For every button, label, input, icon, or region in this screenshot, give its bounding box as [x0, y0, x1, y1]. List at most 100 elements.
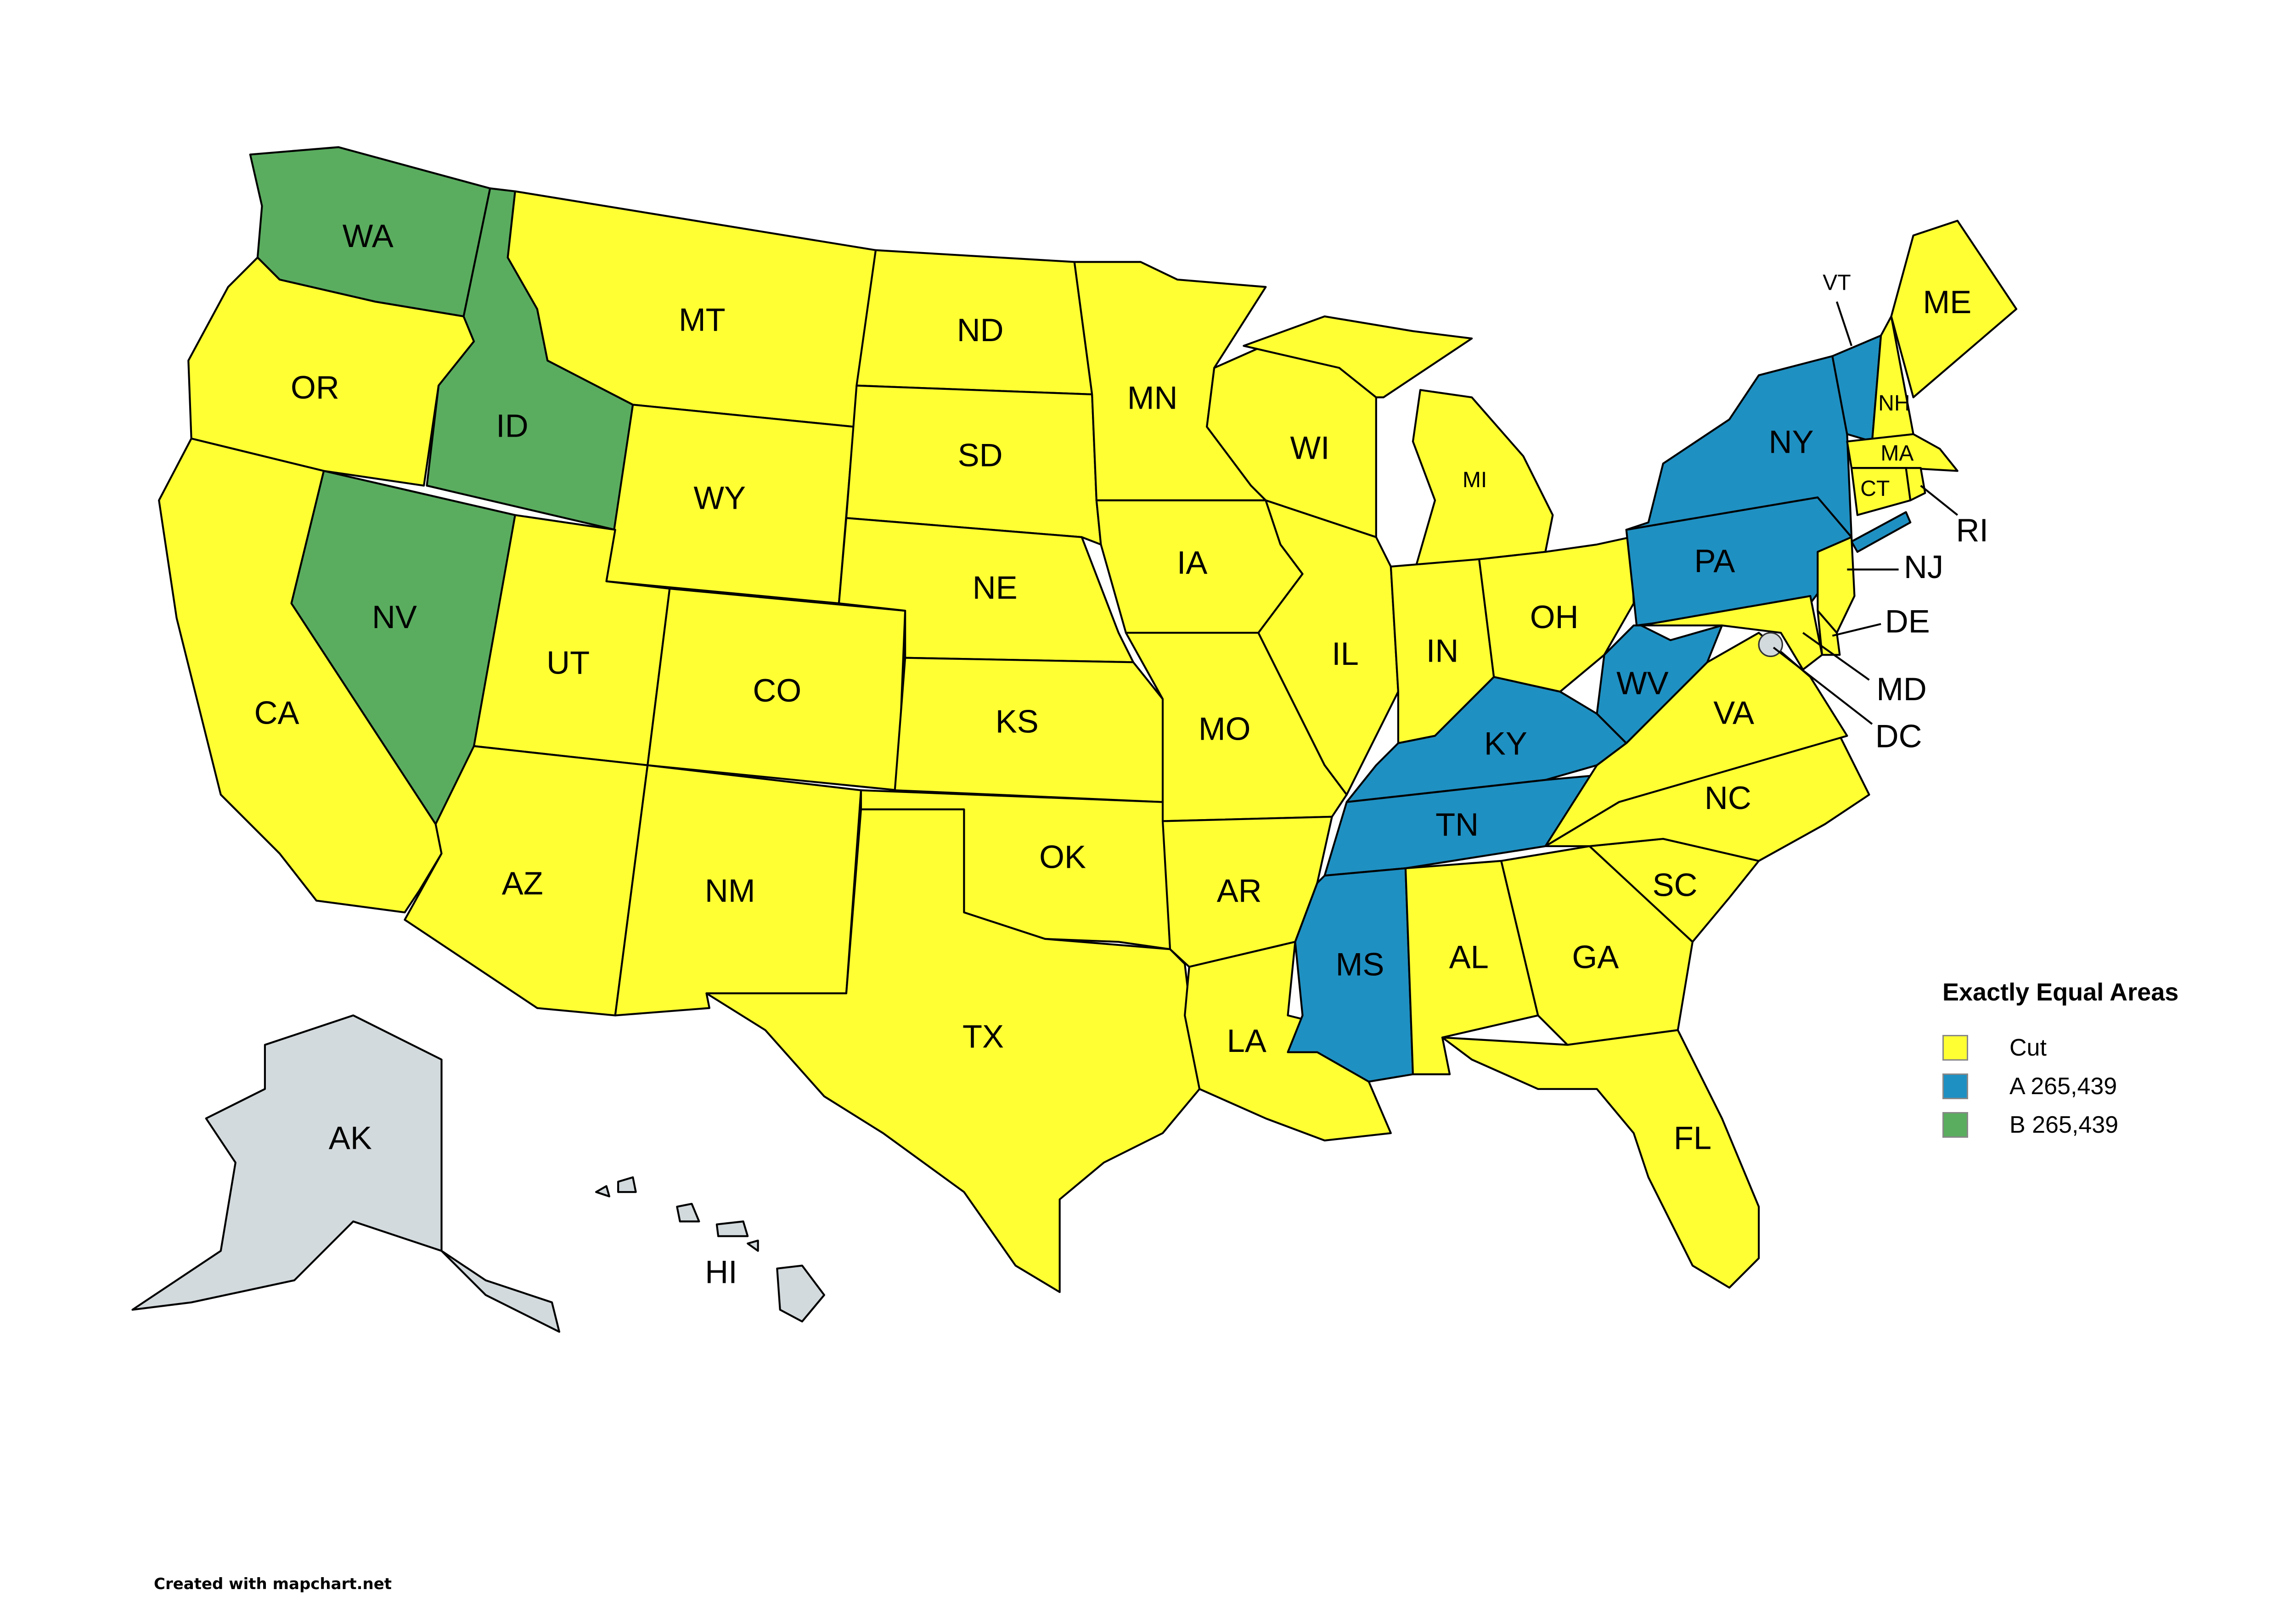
state-wi[interactable]: WI — [1206, 337, 1377, 538]
state-mn[interactable]: MN — [1073, 261, 1267, 501]
legend-swatch — [1942, 1112, 1968, 1138]
state-or[interactable]: OR — [187, 256, 475, 487]
state-label: WI — [1290, 429, 1329, 466]
state-shape[interactable] — [776, 1264, 825, 1323]
state-label: CA — [254, 694, 299, 730]
state-label: SD — [958, 437, 1003, 473]
state-label: NJ — [1904, 549, 1943, 585]
state-me[interactable]: ME — [1890, 219, 2018, 399]
state-label: DC — [1875, 718, 1922, 754]
state-shape[interactable] — [1850, 511, 1912, 553]
state-ct[interactable]: CT — [1850, 467, 1912, 516]
state-shape[interactable] — [617, 1176, 637, 1193]
legend-item-cut: Cut — [1942, 1028, 2178, 1067]
legend-swatch — [1942, 1073, 1968, 1099]
state-fl[interactable]: FL — [1441, 1029, 1760, 1289]
state-label: ND — [957, 312, 1004, 348]
state-label: IA — [1177, 544, 1208, 580]
state-shape[interactable] — [1184, 941, 1392, 1142]
state-shape[interactable] — [1596, 624, 1723, 744]
state-label: HI — [705, 1253, 737, 1290]
state-label: NE — [973, 569, 1018, 606]
legend-label: A 265,439 — [2009, 1073, 2117, 1100]
state-mi[interactable]: MI — [1243, 315, 1554, 568]
legend: Exactly Equal Areas Cut A 265,439 B 265,… — [1942, 978, 2178, 1144]
state-shape[interactable] — [187, 256, 475, 487]
state-shape[interactable] — [715, 1220, 749, 1237]
label-leader-line — [1920, 485, 1958, 516]
state-label: IN — [1426, 633, 1459, 669]
state-label: MO — [1199, 711, 1251, 747]
label-leader-line — [1832, 623, 1881, 637]
state-ri[interactable]: RI — [1905, 467, 1989, 548]
state-shape[interactable] — [1890, 219, 2018, 399]
state-shape[interactable] — [705, 808, 1201, 1293]
state-shape[interactable] — [1257, 499, 1399, 796]
state-label: WV — [1616, 665, 1669, 701]
state-label: NH — [1878, 391, 1910, 416]
state-label: FL — [1674, 1120, 1711, 1156]
state-ar[interactable]: AR — [1161, 815, 1333, 968]
state-shape[interactable] — [1905, 467, 1926, 501]
state-tx[interactable]: TX — [705, 808, 1201, 1293]
state-label: CT — [1860, 476, 1890, 501]
state-label: OK — [1039, 838, 1086, 875]
state-nv[interactable]: NV — [290, 470, 516, 825]
state-pa[interactable]: PA — [1625, 496, 1853, 627]
state-ks[interactable]: KS — [894, 657, 1164, 803]
state-nm[interactable]: NM — [614, 764, 862, 1017]
state-label: MD — [1876, 671, 1927, 707]
state-vt[interactable]: VT — [1823, 270, 1882, 443]
state-de[interactable]: DE — [1817, 603, 1930, 656]
state-shape[interactable] — [595, 1185, 611, 1197]
state-nj[interactable]: NJ — [1817, 536, 1943, 634]
state-label: AZ — [502, 865, 543, 901]
state-label: VT — [1823, 270, 1851, 295]
state-label: IL — [1332, 635, 1359, 672]
state-label: KS — [996, 703, 1039, 740]
state-ak[interactable]: AK — [131, 1014, 561, 1333]
state-wy[interactable]: WY — [605, 404, 855, 605]
state-label: WY — [694, 479, 746, 516]
state-ky[interactable]: KY — [1345, 676, 1627, 803]
state-hi[interactable]: HI — [595, 1176, 825, 1323]
state-shape[interactable] — [1817, 610, 1841, 656]
state-label: MT — [679, 302, 726, 338]
state-label: OR — [291, 369, 339, 405]
state-la[interactable]: LA — [1184, 941, 1392, 1142]
state-shape[interactable] — [1441, 1029, 1760, 1289]
state-label: GA — [1572, 938, 1619, 975]
state-label: RI — [1956, 512, 1989, 548]
state-dc[interactable]: DC — [1758, 632, 1922, 754]
state-shape[interactable] — [747, 1239, 759, 1252]
state-label: MI — [1463, 467, 1487, 492]
state-label: NM — [705, 872, 755, 909]
state-mt[interactable]: MT — [506, 190, 877, 428]
state-label: PA — [1694, 543, 1735, 579]
label-leader-line — [1773, 646, 1873, 725]
state-nh[interactable]: NH — [1871, 315, 1914, 443]
state-label: NV — [372, 599, 417, 635]
state-nd[interactable]: ND — [855, 249, 1093, 396]
state-shape[interactable] — [1817, 536, 1856, 634]
credit-text: Created with mapchart.net — [154, 1575, 392, 1593]
legend-title: Exactly Equal Areas — [1942, 978, 2179, 1006]
state-label: LA — [1227, 1023, 1266, 1059]
state-co[interactable]: CO — [647, 587, 906, 792]
state-label: WA — [343, 218, 394, 254]
state-label: CO — [753, 672, 801, 708]
state-label: KY — [1484, 725, 1527, 762]
state-wv[interactable]: WV — [1596, 624, 1723, 744]
state-il[interactable]: IL — [1257, 499, 1399, 796]
legend-item-b: B 265,439 — [1942, 1106, 2178, 1144]
state-ne[interactable]: NE — [838, 517, 1135, 663]
state-label: DE — [1885, 603, 1930, 640]
state-ma[interactable]: MA — [1846, 433, 1958, 472]
state-shape[interactable] — [676, 1202, 700, 1223]
legend-item-a: A 265,439 — [1942, 1067, 2178, 1106]
state-shape[interactable] — [1243, 315, 1473, 399]
state-in[interactable]: IN — [1390, 558, 1495, 744]
state-shape[interactable] — [131, 1014, 561, 1333]
